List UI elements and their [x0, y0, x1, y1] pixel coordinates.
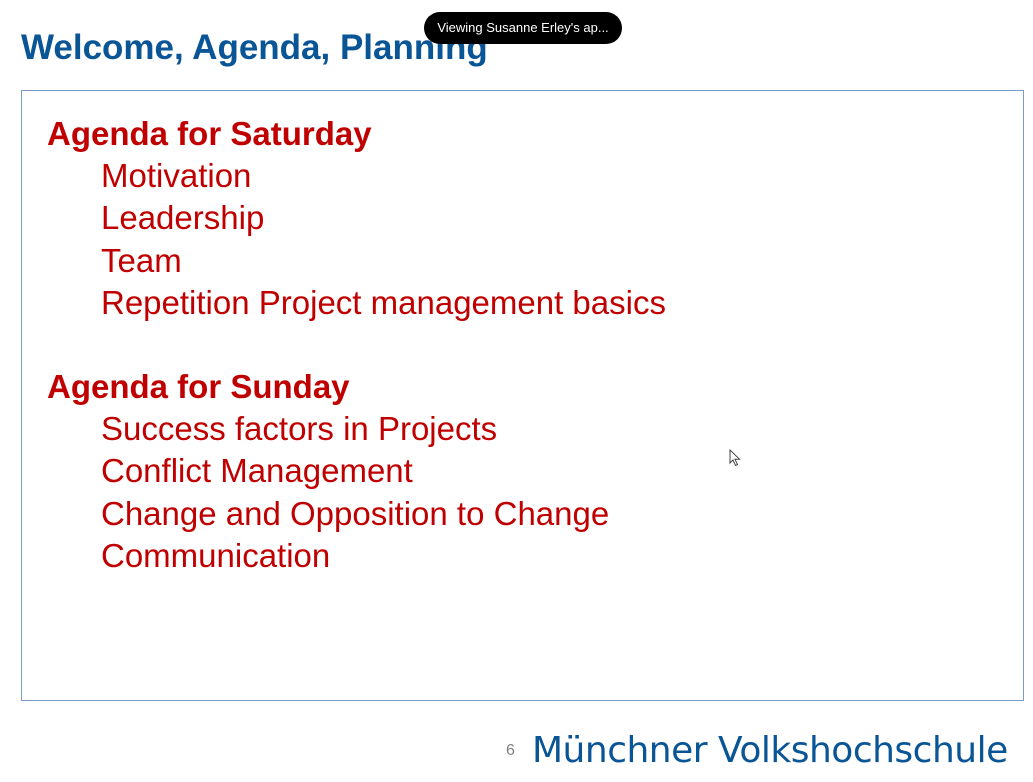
agenda-item: Change and Opposition to Change — [101, 494, 610, 532]
agenda-item: Repetition Project management basics — [101, 283, 666, 321]
saturday-agenda-heading: Agenda for Saturday — [47, 115, 372, 152]
sunday-agenda-list: Success factors in Projects Conflict Man… — [101, 408, 609, 577]
page-number: 6 — [506, 742, 515, 759]
agenda-item: Conflict Management — [101, 452, 413, 490]
saturday-agenda-list: Motivation Leadership Team Repetition Pr… — [101, 155, 666, 324]
agenda-item: Communication — [101, 536, 331, 574]
slide-title: Welcome, Agenda, Planning — [21, 28, 488, 67]
sunday-agenda-heading: Agenda for Sunday — [47, 368, 350, 405]
agenda-item: Motivation — [101, 157, 252, 194]
agenda-item: Leadership — [101, 199, 265, 237]
agenda-item: Success factors in Projects — [101, 410, 498, 447]
mouse-pointer-icon — [729, 449, 741, 467]
vhs-logo: Münchner Volkshochschule — [532, 730, 1008, 771]
agenda-content-box: Agenda for Saturday Motivation Leadershi… — [21, 90, 1024, 701]
screen-share-viewing-toast[interactable]: Viewing Susanne Erley's ap... — [424, 12, 622, 44]
agenda-item: Team — [101, 241, 182, 279]
